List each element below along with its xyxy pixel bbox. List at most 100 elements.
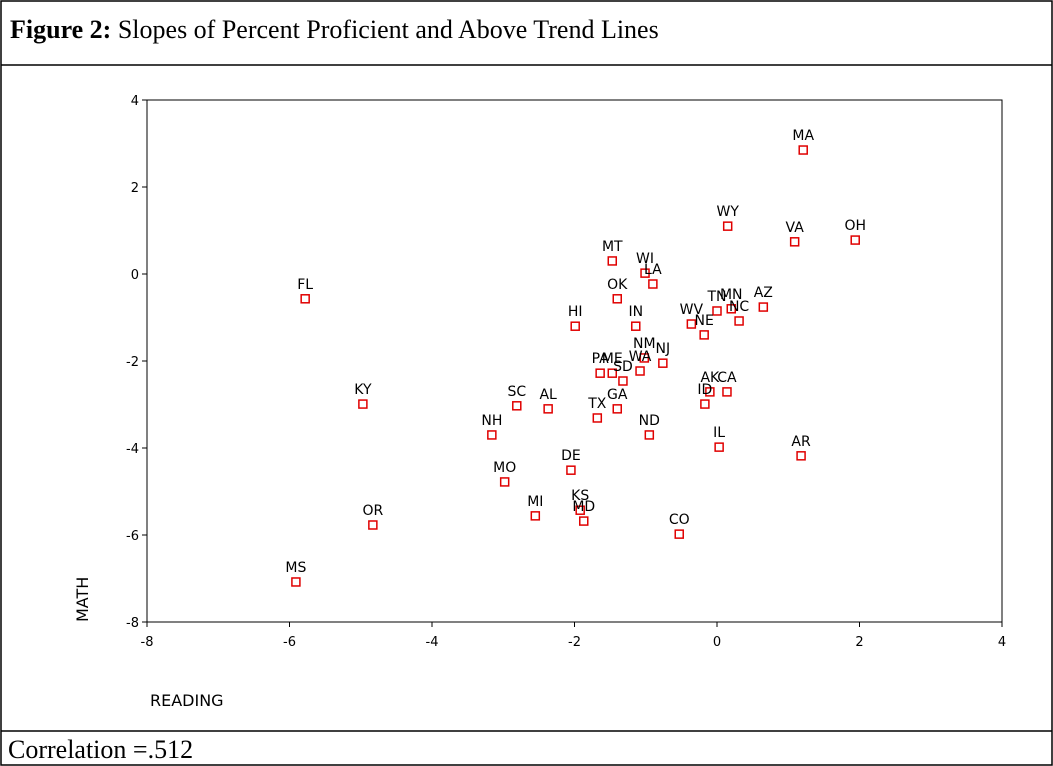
- point: [530, 511, 541, 521]
- point: [705, 387, 715, 397]
- figure-title: Slopes of Percent Proficient and Above T…: [118, 15, 659, 44]
- point: [722, 387, 732, 397]
- point: [612, 404, 622, 414]
- point-label: ME: [602, 351, 623, 367]
- point-label: MI: [527, 494, 543, 510]
- point-label: NE: [695, 313, 714, 329]
- y-tick-label: 0: [131, 268, 139, 283]
- point: [850, 235, 860, 245]
- point: [631, 321, 641, 331]
- point-label: OR: [362, 503, 383, 519]
- point-label: FL: [297, 277, 313, 293]
- point: [674, 529, 684, 539]
- point-label: TN: [706, 289, 726, 305]
- point: [368, 520, 378, 530]
- point: [607, 368, 618, 378]
- x-tick-label: 0: [713, 635, 721, 650]
- point: [758, 302, 769, 312]
- point: [487, 430, 497, 440]
- y-axis-label: MATH: [73, 577, 92, 622]
- point: [699, 330, 709, 340]
- point-label: ND: [639, 413, 660, 429]
- point: [722, 221, 733, 231]
- point: [635, 366, 645, 376]
- point-label: PA: [592, 351, 610, 367]
- point: [358, 399, 368, 409]
- point-label: IL: [713, 425, 725, 441]
- point: [640, 268, 650, 278]
- point-label: ID: [697, 382, 712, 398]
- point-label: AL: [539, 387, 557, 403]
- point-label: GA: [607, 387, 628, 403]
- point: [543, 404, 553, 414]
- point-label: NH: [481, 413, 502, 429]
- point: [566, 465, 576, 475]
- point-label: WV: [680, 302, 704, 318]
- point-label: DE: [561, 448, 581, 464]
- point-label: OH: [844, 218, 866, 234]
- point: [644, 430, 655, 440]
- point: [734, 316, 744, 326]
- point-label: CA: [717, 370, 737, 386]
- point-label: LA: [644, 262, 662, 278]
- point: [499, 477, 510, 487]
- x-tick-label: -2: [568, 635, 581, 650]
- point: [575, 505, 585, 515]
- point-label: NC: [729, 299, 749, 315]
- point-label: KY: [354, 382, 372, 398]
- point-label: MO: [493, 460, 516, 476]
- point-label: KS: [571, 488, 589, 504]
- y-tick-label: -6: [126, 529, 139, 544]
- point: [796, 451, 806, 461]
- point-label: MA: [792, 128, 814, 144]
- figure-heading: Figure 2: Slopes of Percent Proficient a…: [10, 15, 659, 44]
- point-label: WA: [629, 349, 652, 365]
- point: [291, 577, 301, 587]
- y-tick-label: 4: [131, 94, 139, 109]
- point-label: WY: [716, 204, 739, 220]
- point: [592, 413, 603, 423]
- point: [714, 442, 724, 452]
- y-tick-label: -2: [126, 355, 139, 370]
- point-label: CO: [669, 512, 690, 528]
- point: [789, 237, 800, 247]
- point-label: SD: [613, 359, 633, 375]
- point: [726, 304, 736, 314]
- point-label: MT: [602, 239, 623, 255]
- point-label: VA: [786, 220, 805, 236]
- point-label: AZ: [754, 285, 773, 301]
- point-label: MN: [720, 287, 743, 303]
- x-tick-label: 4: [998, 635, 1006, 650]
- point-label: OK: [607, 277, 628, 293]
- point-label: NJ: [656, 341, 671, 357]
- point: [639, 353, 650, 363]
- point: [618, 376, 628, 386]
- point: [595, 368, 605, 378]
- point: [686, 319, 697, 329]
- x-tick-label: -8: [141, 635, 154, 650]
- point: [512, 401, 522, 411]
- point: [658, 358, 668, 368]
- y-tick-label: -4: [126, 442, 139, 457]
- figure-label: Figure 2:: [10, 15, 111, 44]
- point: [579, 516, 589, 526]
- point-label: IN: [628, 304, 643, 320]
- point: [607, 256, 618, 266]
- point-label: MS: [285, 560, 306, 576]
- point-label: HI: [568, 304, 583, 320]
- point: [300, 294, 310, 304]
- point-label: SC: [507, 384, 526, 400]
- point: [612, 294, 622, 304]
- y-tick-label: -8: [126, 616, 139, 631]
- point: [798, 145, 808, 155]
- point: [570, 321, 580, 331]
- point: [648, 279, 658, 289]
- x-tick-label: -4: [426, 635, 439, 650]
- point-label: NM: [633, 336, 656, 352]
- x-axis-label: READING: [150, 691, 224, 710]
- point-label: MD: [572, 499, 595, 515]
- y-tick-label: 2: [131, 181, 139, 196]
